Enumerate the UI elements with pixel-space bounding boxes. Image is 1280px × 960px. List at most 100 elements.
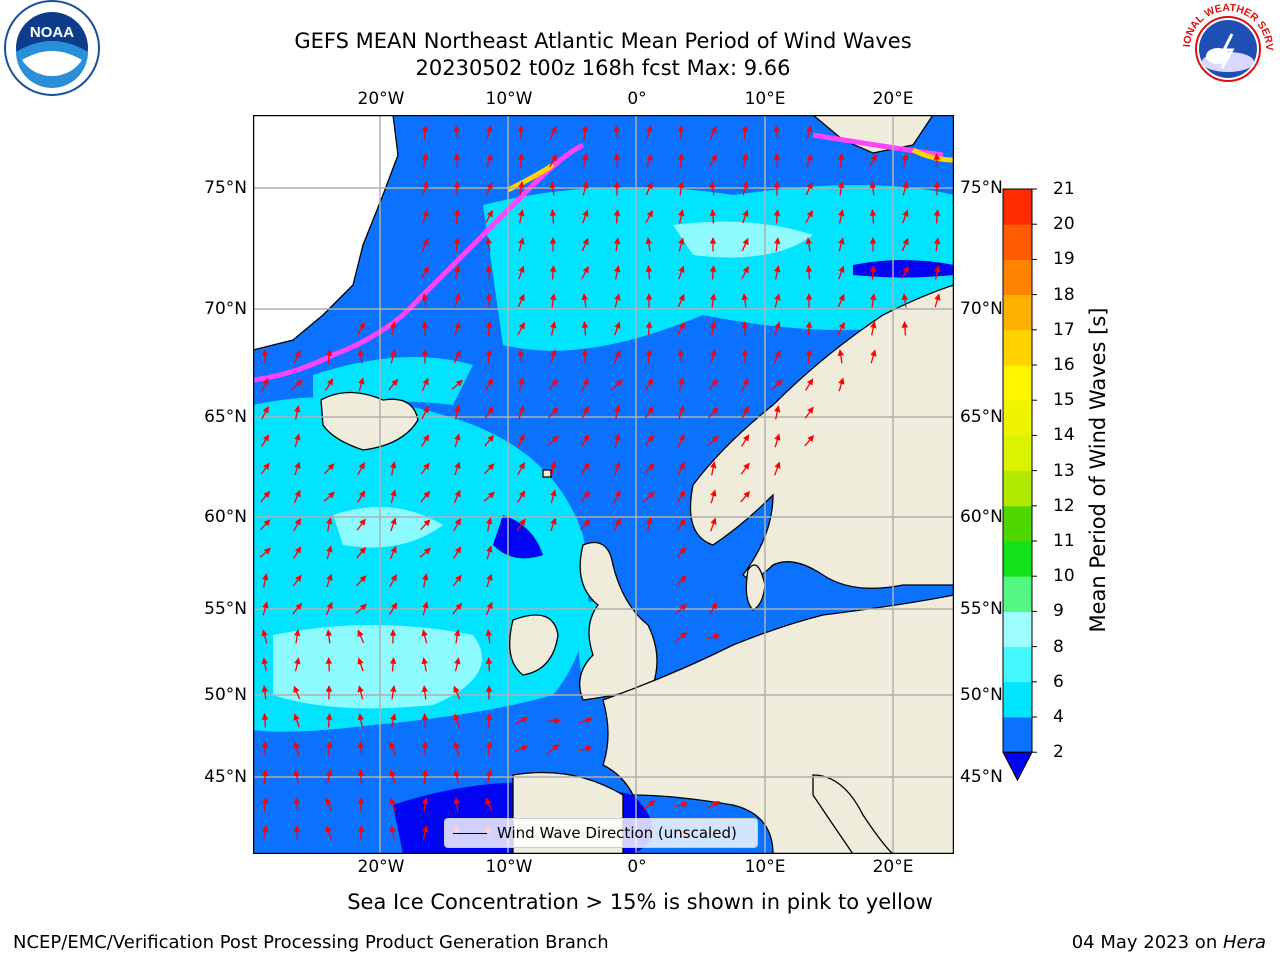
wave-direction-arrowhead xyxy=(389,629,397,636)
lon-label-bottom: 20°W xyxy=(357,857,405,877)
colorbar-tick-label: 6 xyxy=(1053,671,1064,692)
wave-direction-arrowhead xyxy=(390,713,397,721)
wave-direction-arrowhead xyxy=(262,405,269,414)
wave-direction-arrowhead xyxy=(678,490,686,498)
wave-direction-arrowhead xyxy=(549,237,557,244)
wave-direction-arrowhead xyxy=(614,265,621,273)
wave-direction-arrowhead xyxy=(585,717,593,724)
wave-direction-arrowhead xyxy=(806,209,813,218)
wave-direction-arrowhead xyxy=(453,209,461,216)
wave-direction-arrowhead xyxy=(422,153,429,161)
lat-label-left: 50°N xyxy=(204,685,247,705)
wave-direction-arrowhead xyxy=(614,293,621,301)
wave-direction-arrowhead xyxy=(518,181,525,189)
wave-direction-arrowhead xyxy=(901,321,909,328)
colorbar-tick-label: 11 xyxy=(1053,531,1075,551)
wave-direction-arrowhead xyxy=(295,602,303,611)
wave-direction-arrowhead xyxy=(807,406,814,414)
wave-direction-arrowhead xyxy=(453,125,460,133)
wave-direction-arrowhead xyxy=(806,125,813,133)
wave-direction-arrowhead xyxy=(806,181,813,190)
wave-direction-arrowhead xyxy=(325,713,333,720)
wave-direction-arrowhead xyxy=(870,153,877,162)
wave-direction-arrowhead xyxy=(742,209,749,217)
wave-direction-arrowhead xyxy=(710,517,717,525)
wave-direction-arrowhead xyxy=(838,237,845,245)
wave-direction-arrowhead xyxy=(901,293,908,301)
footer-date-text: 04 May 2023 on xyxy=(1071,932,1223,953)
wave-direction-arrowhead xyxy=(519,518,526,526)
colorbar-extend-triangle xyxy=(1002,751,1033,782)
wave-direction-arrowhead xyxy=(421,349,429,356)
lat-label-left: 45°N xyxy=(204,767,247,787)
colorbar-tick-label: 17 xyxy=(1053,319,1075,340)
chart-subtitle: 20230502 t00z 168h fcst Max: 9.66 xyxy=(415,56,791,80)
wave-direction-arrowhead xyxy=(518,237,525,245)
wave-direction-arrowhead xyxy=(902,153,909,161)
wave-direction-arrowhead xyxy=(521,745,529,752)
wave-direction-arrowhead xyxy=(453,153,461,160)
wave-direction-arrowhead xyxy=(551,435,559,443)
wave-direction-arrowhead xyxy=(681,801,689,808)
wave-direction-arrowhead xyxy=(486,601,493,610)
wave-direction-arrowhead xyxy=(294,629,301,637)
wave-direction-arrowhead xyxy=(486,209,493,218)
wave-direction-arrowhead xyxy=(518,321,525,330)
wave-direction-arrowhead xyxy=(614,489,621,498)
colorbar-bin xyxy=(1003,576,1032,612)
wave-direction-arrowhead xyxy=(359,518,366,526)
wave-direction-arrowhead xyxy=(357,629,364,638)
wave-direction-arrowhead xyxy=(585,745,593,752)
lon-label-top: 20°W xyxy=(357,89,405,109)
colorbar-bin xyxy=(1003,505,1032,542)
wave-direction-arrowhead xyxy=(485,629,493,637)
wave-direction-arrowhead xyxy=(646,125,653,133)
wave-direction-arrowhead xyxy=(581,321,589,328)
wave-direction-arrowhead xyxy=(773,209,781,216)
wave-direction-arrowhead xyxy=(646,209,653,218)
wave-direction-arrowhead xyxy=(358,490,366,498)
wave-direction-arrowhead xyxy=(710,125,717,134)
wave-direction-arrowhead xyxy=(390,517,397,525)
wave-direction-arrowhead xyxy=(773,153,781,160)
wave-direction-arrowhead xyxy=(551,407,559,415)
wave-direction-arrowhead xyxy=(486,378,494,386)
wave-direction-arrowhead xyxy=(454,629,461,637)
wave-direction-arrowhead xyxy=(613,209,621,216)
wave-direction-arrowhead xyxy=(485,321,493,328)
wave-direction-arrowhead xyxy=(678,461,685,470)
wave-direction-arrowhead xyxy=(390,685,397,693)
colorbar-tick-label: 4 xyxy=(1053,707,1064,727)
wave-direction-arrowhead xyxy=(710,321,717,329)
wave-direction-arrowhead xyxy=(454,489,461,498)
wave-direction-arrowhead xyxy=(550,461,557,469)
wave-direction-arrowhead xyxy=(422,825,429,833)
wave-direction-arrowhead xyxy=(774,349,781,358)
map-legend: Wind Wave Direction (unscaled) xyxy=(444,818,758,848)
wave-direction-arrowhead xyxy=(711,378,719,387)
lon-label-bottom: 10°W xyxy=(485,857,533,877)
wave-direction-arrowhead xyxy=(294,657,301,665)
nws-logo: NATIONAL WEATHER SERVICE xyxy=(1178,0,1275,96)
wave-direction-arrowhead xyxy=(293,741,300,749)
wave-direction-arrowhead xyxy=(614,405,621,413)
wave-direction-arrowhead xyxy=(261,741,269,748)
wave-direction-arrowhead xyxy=(615,379,623,387)
wave-direction-arrowhead xyxy=(293,685,300,694)
wave-direction-arrowhead xyxy=(325,657,333,664)
wave-direction-arrowhead xyxy=(680,632,688,639)
wave-direction-arrowhead xyxy=(742,405,749,414)
wave-direction-arrowhead xyxy=(517,349,524,357)
wave-direction-arrowhead xyxy=(550,293,557,301)
wave-direction-arrowhead xyxy=(934,293,941,301)
wave-direction-arrowhead xyxy=(869,181,876,189)
wave-direction-arrowhead xyxy=(582,209,589,217)
wave-direction-arrowhead xyxy=(582,125,589,133)
wave-direction-arrowhead xyxy=(710,461,717,469)
wave-direction-arrowhead xyxy=(838,321,845,330)
wave-direction-arrowhead xyxy=(773,125,780,133)
wave-direction-arrowhead xyxy=(902,209,909,217)
wind-wave-arrows xyxy=(259,125,941,840)
wave-direction-arrowhead xyxy=(805,237,812,245)
wave-direction-arrowhead xyxy=(455,574,462,582)
